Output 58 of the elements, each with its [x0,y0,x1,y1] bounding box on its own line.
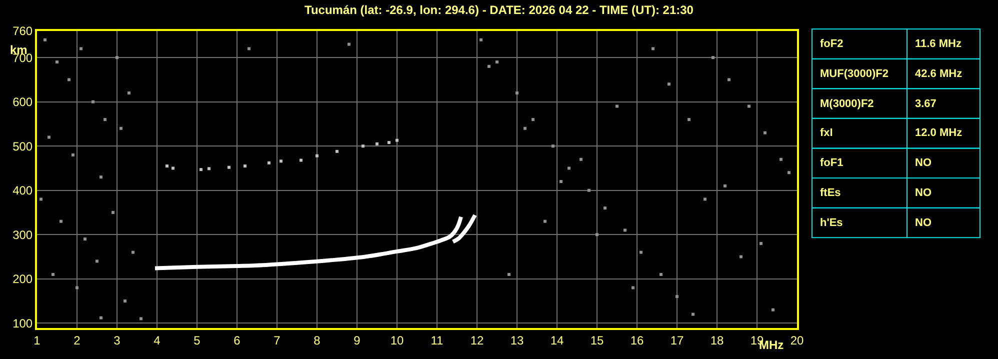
y-tick-label: 400 [12,184,33,198]
x-tick-label: 1 [34,333,41,348]
text: 12.0 MHz [915,127,963,139]
x-tick-label: 6 [234,333,241,348]
text: 42.6 MHz [915,68,963,80]
x-tick-label: 8 [314,333,321,348]
point [228,166,230,169]
x-tick-label: 10 [390,333,404,348]
point [388,141,390,144]
point [396,138,398,142]
x-tick-label: 9 [354,333,361,348]
point [208,167,210,170]
text: NO [915,217,932,229]
text: fxI [820,127,833,139]
x-tick-label: 5 [194,333,201,348]
y-tick-label: 760 [12,24,33,38]
line-series [451,213,477,244]
text: foF2 [820,38,844,50]
x-tick-label: 11 [430,333,444,348]
x-tick-label: 14 [550,333,564,348]
text: 3.67 [915,98,936,110]
text: ftEs [820,187,841,199]
x-tick-label: 17 [670,333,684,348]
line-series [153,214,463,270]
x-tick-label: 7 [274,333,281,348]
point [200,168,202,172]
y-tick-label: 500 [12,139,33,154]
point [172,166,174,170]
text: foF1 [820,157,844,169]
text: 11.6 MHz [915,38,962,50]
x-tick-label: 18 [710,333,724,348]
y-tick-label: 200 [12,272,33,286]
x-tick-label: 2 [74,333,81,348]
y-tick-label: 100 [12,316,33,330]
point [376,142,378,146]
x-tick-label: 4 [154,333,161,348]
y-tick-label: 300 [12,228,33,242]
x-tick-label: 15 [590,333,604,348]
text: M(3000)F2 [820,98,874,110]
point [280,160,282,163]
point [362,144,364,148]
x-tick-label: 3 [114,333,121,348]
y-tick-label: 600 [12,95,33,110]
text: NO [915,187,932,199]
text: h'Es [820,217,843,229]
x-tick-label: 16 [630,333,644,348]
point [244,164,246,168]
point [300,158,302,162]
text: NO [915,157,932,169]
text: MUF(3000)F2 [820,68,888,80]
point [316,154,318,158]
x-tick-label: 13 [510,333,524,348]
point [336,150,338,153]
point [268,161,270,164]
point [166,164,168,168]
x-tick-label: 20 [790,333,804,348]
x-tick-label: 12 [470,333,484,348]
chart-title: Tucumán (lat: -26.9, lon: 294.6) - DATE: 2026 04 22 - TIME (UT): 21:30 [304,2,694,17]
